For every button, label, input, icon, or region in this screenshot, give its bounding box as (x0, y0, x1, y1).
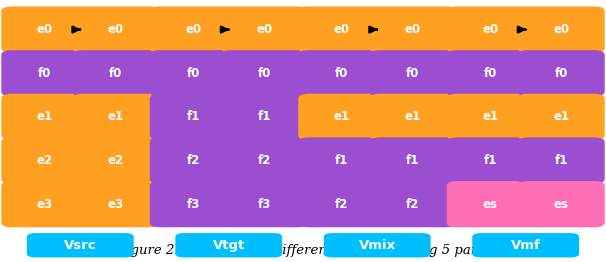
FancyBboxPatch shape (298, 94, 385, 140)
FancyBboxPatch shape (447, 7, 533, 53)
Text: e0: e0 (482, 23, 498, 36)
FancyBboxPatch shape (518, 50, 605, 96)
FancyBboxPatch shape (150, 181, 236, 227)
FancyBboxPatch shape (518, 7, 605, 53)
FancyBboxPatch shape (73, 181, 159, 227)
Text: f2: f2 (187, 154, 200, 167)
FancyBboxPatch shape (221, 138, 308, 184)
Text: f3: f3 (258, 198, 271, 211)
Text: e1: e1 (482, 110, 498, 123)
Text: e2: e2 (108, 154, 124, 167)
FancyBboxPatch shape (298, 138, 385, 184)
Text: e0: e0 (108, 23, 124, 36)
FancyBboxPatch shape (1, 94, 88, 140)
Text: e0: e0 (405, 23, 421, 36)
Text: Figure 2:  Examples of different ways of adding 5 para-: Figure 2: Examples of different ways of … (117, 244, 489, 257)
FancyBboxPatch shape (518, 94, 605, 140)
FancyBboxPatch shape (447, 181, 533, 227)
Text: f2: f2 (258, 154, 271, 167)
Text: es: es (554, 198, 569, 211)
FancyBboxPatch shape (73, 7, 159, 53)
FancyBboxPatch shape (73, 50, 159, 96)
FancyBboxPatch shape (221, 7, 308, 53)
Text: Vmf: Vmf (511, 239, 541, 252)
Text: e2: e2 (36, 154, 53, 167)
Text: e0: e0 (36, 23, 53, 36)
FancyBboxPatch shape (1, 138, 88, 184)
FancyBboxPatch shape (73, 138, 159, 184)
Text: e1: e1 (108, 110, 124, 123)
Text: f2: f2 (335, 198, 348, 211)
Text: Vmix: Vmix (359, 239, 396, 252)
FancyBboxPatch shape (73, 94, 159, 140)
Text: f1: f1 (187, 110, 200, 123)
Text: Vsrc: Vsrc (64, 239, 96, 252)
FancyBboxPatch shape (370, 7, 456, 53)
FancyBboxPatch shape (1, 181, 88, 227)
Text: Vtgt: Vtgt (213, 239, 245, 252)
FancyBboxPatch shape (221, 181, 308, 227)
FancyBboxPatch shape (298, 50, 385, 96)
FancyBboxPatch shape (221, 50, 308, 96)
Text: f2: f2 (406, 198, 419, 211)
Text: e3: e3 (108, 198, 124, 211)
Text: f0: f0 (187, 67, 200, 80)
FancyBboxPatch shape (150, 94, 236, 140)
Text: f1: f1 (554, 154, 568, 167)
Text: f1: f1 (335, 154, 348, 167)
Text: e1: e1 (333, 110, 350, 123)
Text: e0: e0 (256, 23, 273, 36)
Text: f0: f0 (38, 67, 52, 80)
FancyBboxPatch shape (447, 94, 533, 140)
Text: es: es (482, 198, 498, 211)
Text: e0: e0 (185, 23, 201, 36)
FancyBboxPatch shape (447, 50, 533, 96)
FancyBboxPatch shape (370, 50, 456, 96)
FancyBboxPatch shape (150, 138, 236, 184)
FancyBboxPatch shape (1, 50, 88, 96)
FancyBboxPatch shape (298, 7, 385, 53)
FancyBboxPatch shape (150, 50, 236, 96)
Text: f0: f0 (484, 67, 497, 80)
Text: f0: f0 (406, 67, 419, 80)
FancyBboxPatch shape (370, 181, 456, 227)
Text: e3: e3 (36, 198, 53, 211)
FancyBboxPatch shape (150, 7, 236, 53)
Text: e1: e1 (405, 110, 421, 123)
FancyBboxPatch shape (27, 233, 134, 258)
FancyBboxPatch shape (518, 138, 605, 184)
Text: f0: f0 (554, 67, 568, 80)
Text: f1: f1 (258, 110, 271, 123)
FancyBboxPatch shape (518, 181, 605, 227)
FancyBboxPatch shape (370, 138, 456, 184)
Text: f3: f3 (187, 198, 200, 211)
Text: e0: e0 (553, 23, 570, 36)
FancyBboxPatch shape (175, 233, 282, 258)
FancyBboxPatch shape (472, 233, 579, 258)
Text: e1: e1 (36, 110, 53, 123)
Text: f1: f1 (484, 154, 497, 167)
Text: f1: f1 (406, 154, 419, 167)
Text: e1: e1 (553, 110, 570, 123)
Text: e0: e0 (333, 23, 350, 36)
FancyBboxPatch shape (221, 94, 308, 140)
FancyBboxPatch shape (298, 181, 385, 227)
Text: f0: f0 (258, 67, 271, 80)
FancyBboxPatch shape (1, 7, 88, 53)
FancyBboxPatch shape (447, 138, 533, 184)
FancyBboxPatch shape (324, 233, 431, 258)
FancyBboxPatch shape (370, 94, 456, 140)
Text: f0: f0 (335, 67, 348, 80)
Text: f0: f0 (109, 67, 122, 80)
